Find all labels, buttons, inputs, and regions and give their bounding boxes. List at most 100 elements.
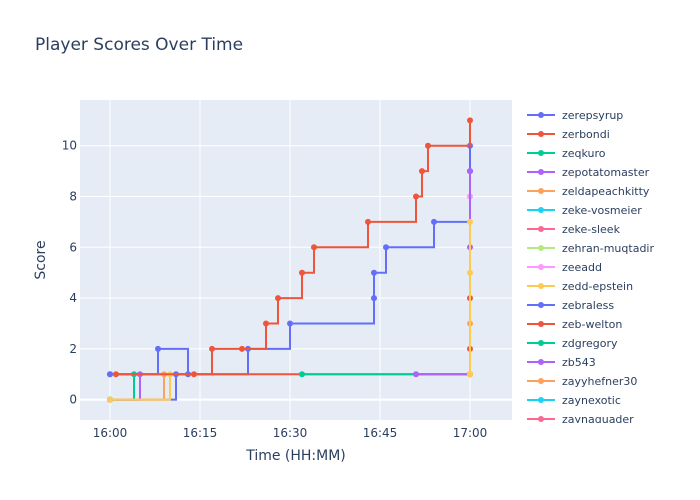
x-tick-label-3: 16:45 [363,426,398,440]
legend-label: zeke-vosmeier [562,204,642,217]
data-point-10 [419,168,425,175]
chart-title: Player Scores Over Time [35,35,243,55]
data-point-1 [467,269,473,276]
legend-label: zerbondi [562,128,610,141]
legend-item-zedd-epstein[interactable]: zedd-epstein [527,280,633,293]
legend-swatch-marker [538,207,544,213]
legend-item-zeb-welton[interactable]: zeb-welton [527,318,622,331]
data-point-5 [275,295,281,302]
data-point-6 [371,269,377,276]
legend-swatch-marker [538,169,544,175]
series-zerbondi [107,117,473,378]
legend-swatch-marker [538,359,544,365]
legend-swatch-marker [538,188,544,194]
x-axis-title: Time (HH:MM) [245,448,346,464]
x-tick-labels: 16:00 16:15 16:30 16:45 17:00 [93,426,488,440]
data-point-3 [467,168,473,175]
legend-label: zeeadd [562,261,602,274]
legend[interactable]: zerepsyrup zerbondi zeqkuro zepotatomaster z… [527,109,654,426]
legend-item-zeke-vosmeier[interactable]: zeke-vosmeier [527,204,642,217]
legend-item-zerbondi[interactable]: zerbondi [527,128,610,141]
legend-item-zepotatomaster[interactable]: zepotatomaster [527,166,650,179]
y-tick-label-5: 10 [62,139,77,153]
y-axis-title: Score [33,240,49,279]
legend-swatch-marker [538,112,544,118]
legend-swatch-marker [538,283,544,289]
y-tick-labels: 0 2 4 6 8 10 [62,139,77,407]
legend-swatch-marker [538,150,544,156]
data-point-12 [467,117,473,124]
data-point-2 [467,218,473,225]
legend-item-zeqkuro[interactable]: zeqkuro [527,147,606,160]
legend-label: zebraless [562,299,614,312]
legend-item-zehran-muqtadir[interactable]: zehran-muqtadir [527,242,654,255]
legend-item-zdgregory[interactable]: zdgregory [527,337,618,350]
legend-label: zehran-muqtadir [562,242,654,255]
data-point-4 [287,320,293,327]
legend-swatch-marker [538,302,544,308]
legend-label: zeqkuro [562,147,606,160]
y-tick-label-1: 2 [69,342,77,356]
y-tick-label-4: 8 [69,190,77,204]
legend-item-zeeadd[interactable]: zeeadd [527,261,602,274]
plot-background [80,100,512,420]
data-point-0 [299,371,305,378]
y-tick-label-2: 4 [69,291,77,305]
legend-label: zerepsyrup [562,109,623,122]
legend-label: zeb-welton [562,318,622,331]
data-point-9 [413,193,419,200]
data-point-0 [107,396,113,403]
legend-item-zeke-sleek[interactable]: zeke-sleek [527,223,621,236]
series-layer [107,117,473,403]
data-point-0 [113,371,119,378]
data-point-0 [107,371,113,378]
legend-label: zeldapeachkitty [562,185,650,198]
series-zedd-epstein [107,371,173,403]
legend-swatch-marker [538,340,544,346]
x-tick-label-1: 16:15 [183,426,218,440]
data-point-2 [209,345,215,352]
legend-swatch-marker [538,321,544,327]
data-point-7 [383,244,389,251]
y-tick-label-3: 6 [69,240,77,254]
series-line [110,374,171,401]
legend-label: zaynaquader [562,413,634,426]
legend-label: zedd-epstein [562,280,633,293]
data-point-3 [239,345,245,352]
x-tick-label-0: 16:00 [93,426,128,440]
legend-item-zayyhefner30[interactable]: zayyhefner30 [527,375,637,388]
x-tick-label-2: 16:30 [273,426,308,440]
legend-item-zebraless[interactable]: zebraless [527,299,614,312]
data-point-0 [413,371,419,378]
legend-label: zayyhefner30 [562,375,637,388]
legend-item-zaynaquader[interactable]: zaynaquader [527,413,634,426]
legend-swatch-marker [538,226,544,232]
legend-label: zepotatomaster [562,166,650,179]
legend-item-zerepsyrup[interactable]: zerepsyrup [527,109,623,122]
legend-label: zdgregory [562,337,618,350]
legend-swatch-marker [538,131,544,137]
legend-item-zaynexotic[interactable]: zaynexotic [527,394,621,407]
x-tick-label-4: 17:00 [453,426,488,440]
data-point-6 [299,269,305,276]
legend-label: zaynexotic [562,394,621,407]
legend-swatch-marker [538,416,544,422]
data-point-1 [155,345,161,352]
data-point-7 [311,244,317,251]
data-point-5 [371,295,377,302]
legend-label: zb543 [562,356,596,369]
legend-label: zeke-sleek [562,223,621,236]
data-point-0 [467,371,473,378]
legend-item-zb543[interactable]: zb543 [527,356,596,369]
series-unnamed-17 [467,218,473,378]
legend-swatch-marker [538,397,544,403]
data-point-11 [425,142,431,149]
data-point-8 [431,218,437,225]
legend-item-zeldapeachkitty[interactable]: zeldapeachkitty [527,185,650,198]
legend-swatch-marker [538,264,544,270]
y-tick-label-0: 0 [69,393,77,407]
data-point-4 [263,320,269,327]
data-point-8 [365,218,371,225]
legend-swatch-marker [538,245,544,251]
